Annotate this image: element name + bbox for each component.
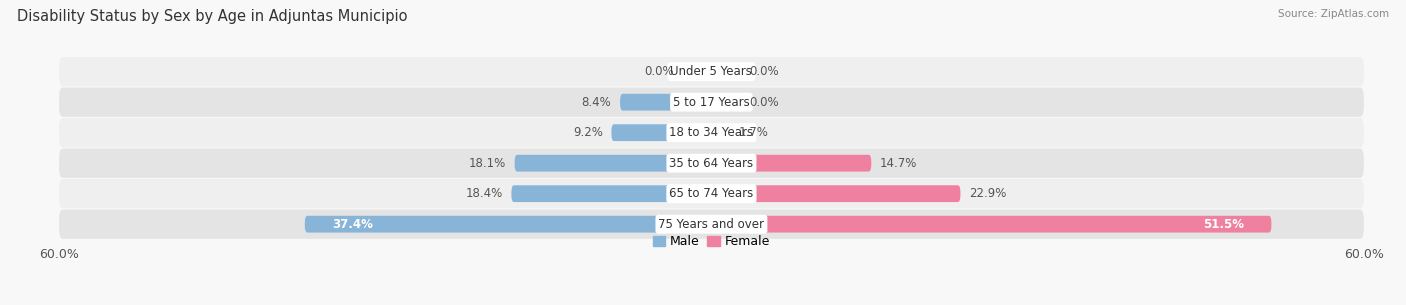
FancyBboxPatch shape bbox=[512, 185, 711, 202]
FancyBboxPatch shape bbox=[711, 185, 960, 202]
Text: 0.0%: 0.0% bbox=[749, 96, 779, 109]
Text: 65 to 74 Years: 65 to 74 Years bbox=[669, 187, 754, 200]
FancyBboxPatch shape bbox=[59, 88, 1364, 117]
Text: 5 to 17 Years: 5 to 17 Years bbox=[673, 96, 749, 109]
FancyBboxPatch shape bbox=[711, 216, 1271, 232]
FancyBboxPatch shape bbox=[59, 210, 1364, 239]
FancyBboxPatch shape bbox=[711, 124, 730, 141]
Text: Under 5 Years: Under 5 Years bbox=[671, 65, 752, 78]
Text: 0.0%: 0.0% bbox=[749, 65, 779, 78]
Text: 51.5%: 51.5% bbox=[1204, 218, 1244, 231]
FancyBboxPatch shape bbox=[59, 118, 1364, 147]
Text: 18 to 34 Years: 18 to 34 Years bbox=[669, 126, 754, 139]
Text: 18.4%: 18.4% bbox=[465, 187, 503, 200]
Legend: Male, Female: Male, Female bbox=[648, 230, 775, 253]
FancyBboxPatch shape bbox=[59, 179, 1364, 208]
FancyBboxPatch shape bbox=[515, 155, 711, 171]
Text: Source: ZipAtlas.com: Source: ZipAtlas.com bbox=[1278, 9, 1389, 19]
Text: 1.7%: 1.7% bbox=[738, 126, 769, 139]
Text: 9.2%: 9.2% bbox=[572, 126, 603, 139]
Text: 18.1%: 18.1% bbox=[468, 157, 506, 170]
Text: 22.9%: 22.9% bbox=[969, 187, 1007, 200]
Text: 37.4%: 37.4% bbox=[332, 218, 373, 231]
Text: Disability Status by Sex by Age in Adjuntas Municipio: Disability Status by Sex by Age in Adjun… bbox=[17, 9, 408, 24]
Text: 75 Years and over: 75 Years and over bbox=[658, 218, 765, 231]
Text: 35 to 64 Years: 35 to 64 Years bbox=[669, 157, 754, 170]
Text: 14.7%: 14.7% bbox=[880, 157, 917, 170]
FancyBboxPatch shape bbox=[59, 57, 1364, 86]
FancyBboxPatch shape bbox=[59, 149, 1364, 178]
FancyBboxPatch shape bbox=[711, 155, 872, 171]
Text: 8.4%: 8.4% bbox=[582, 96, 612, 109]
FancyBboxPatch shape bbox=[620, 94, 711, 111]
FancyBboxPatch shape bbox=[612, 124, 711, 141]
Text: 0.0%: 0.0% bbox=[644, 65, 673, 78]
FancyBboxPatch shape bbox=[305, 216, 711, 232]
